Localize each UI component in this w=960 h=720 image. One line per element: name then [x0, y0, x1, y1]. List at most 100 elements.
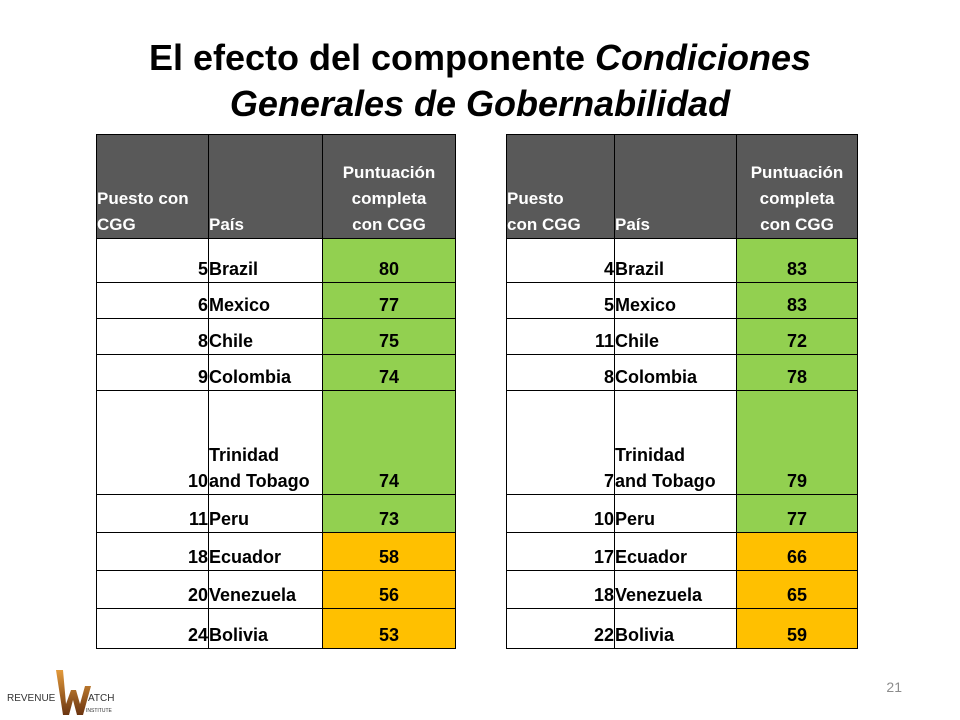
- country-cell-text: Peru: [615, 509, 656, 529]
- score-cell: 74: [322, 354, 456, 391]
- country-cell: Ecuador: [208, 532, 323, 571]
- score-cell: 72: [736, 318, 858, 355]
- rank-cell-text: 10: [593, 509, 614, 529]
- slide-title: El efecto del componente Condiciones Gene…: [0, 35, 960, 127]
- country-cell: Ecuador: [614, 532, 737, 571]
- header-country-text: País: [615, 215, 650, 234]
- header-row: Puesto con CGG País Puntuación completa …: [506, 134, 858, 239]
- score-cell: 77: [322, 282, 456, 319]
- score-cell: 78: [736, 354, 858, 391]
- header-score-text: Puntuación completa con CGG: [750, 163, 844, 234]
- country-cell: Venezuela: [614, 570, 737, 609]
- logo-text-right: ATCH: [88, 693, 114, 704]
- score-cell: 58: [322, 532, 456, 571]
- page-number: 21: [886, 679, 902, 695]
- rank-cell: 8: [506, 354, 615, 391]
- header-rank: Puesto con CGG: [96, 134, 209, 239]
- header-country: País: [208, 134, 323, 239]
- score-cell-text: 65: [786, 585, 808, 605]
- table-row: 22 Bolivia 59: [506, 608, 858, 649]
- table-row: 8 Colombia 78: [506, 354, 858, 391]
- title-italic-line1: Condiciones: [595, 37, 812, 78]
- score-cell-text: 78: [786, 367, 808, 387]
- table-row: 17 Ecuador 66: [506, 532, 858, 571]
- score-cell-text: 53: [378, 625, 400, 645]
- score-cell: 80: [322, 238, 456, 283]
- country-cell-text: Brazil: [615, 259, 665, 279]
- country-cell-text: Peru: [209, 509, 250, 529]
- score-cell: 75: [322, 318, 456, 355]
- country-cell: Bolivia: [614, 608, 737, 649]
- score-cell: 74: [322, 390, 456, 495]
- score-cell: 83: [736, 238, 858, 283]
- rank-cell: 10: [96, 390, 209, 495]
- rank-cell-text: 18: [187, 547, 208, 567]
- logo-w-mark: [56, 670, 91, 715]
- rank-cell-text: 11: [594, 331, 614, 351]
- score-cell-text: 77: [786, 509, 808, 529]
- rank-cell: 5: [96, 238, 209, 283]
- country-cell: Venezuela: [208, 570, 323, 609]
- country-cell: Mexico: [614, 282, 737, 319]
- table-row: 9 Colombia 74: [96, 354, 456, 391]
- table-row: 10 Peru 77: [506, 494, 858, 533]
- header-country-text: País: [209, 215, 244, 234]
- rank-cell-text: 9: [197, 367, 208, 387]
- table-row: 6 Mexico 77: [96, 282, 456, 319]
- table-row: 11 Chile 72: [506, 318, 858, 355]
- header-rank: Puesto con CGG: [506, 134, 615, 239]
- country-cell: Brazil: [614, 238, 737, 283]
- score-cell: 56: [322, 570, 456, 609]
- ranking-table-left: Puesto con CGG País Puntuación completa …: [96, 134, 456, 649]
- table-row: 18 Venezuela 65: [506, 570, 858, 609]
- country-cell: Bolivia: [208, 608, 323, 649]
- rank-cell: 10: [506, 494, 615, 533]
- score-cell-text: 83: [786, 295, 808, 315]
- rank-cell-text: 18: [593, 585, 614, 605]
- score-cell-text: 79: [786, 471, 808, 491]
- rank-cell-text: 17: [593, 547, 614, 567]
- header-score: Puntuación completa con CGG: [736, 134, 858, 239]
- table-row: 10 Trinidad and Tobago 74: [96, 390, 456, 495]
- rank-cell: 8: [96, 318, 209, 355]
- header-rank-text: Puesto con CGG: [97, 189, 189, 234]
- table-row: 5 Mexico 83: [506, 282, 858, 319]
- score-cell-text: 66: [786, 547, 808, 567]
- table-row: 20 Venezuela 56: [96, 570, 456, 609]
- country-cell: Chile: [614, 318, 737, 355]
- country-cell-text: Venezuela: [209, 585, 297, 605]
- rank-cell-text: 8: [603, 367, 614, 387]
- rank-cell-text: 4: [603, 259, 614, 279]
- rank-cell: 18: [506, 570, 615, 609]
- score-cell-text: 77: [378, 295, 400, 315]
- table-row: 5 Brazil 80: [96, 238, 456, 283]
- table-header: Puesto con CGG País Puntuación completa …: [506, 134, 858, 239]
- country-cell: Trinidad and Tobago: [208, 390, 323, 495]
- rank-cell-text: 8: [197, 331, 208, 351]
- table-row: 18 Ecuador 58: [96, 532, 456, 571]
- country-cell: Trinidad and Tobago: [614, 390, 737, 495]
- score-cell-text: 56: [378, 585, 400, 605]
- header-country: País: [614, 134, 737, 239]
- score-cell-text: 75: [378, 331, 400, 351]
- rank-cell: 11: [96, 494, 209, 533]
- score-cell-text: 58: [378, 547, 400, 567]
- country-cell-text: Trinidad and Tobago: [209, 445, 310, 491]
- header-score-text: Puntuación completa con CGG: [342, 163, 436, 234]
- country-cell-text: Chile: [209, 331, 254, 351]
- country-cell: Peru: [614, 494, 737, 533]
- rank-cell: 24: [96, 608, 209, 649]
- country-cell: Chile: [208, 318, 323, 355]
- country-cell: Mexico: [208, 282, 323, 319]
- country-cell-text: Ecuador: [615, 547, 688, 567]
- header-score: Puntuación completa con CGG: [322, 134, 456, 239]
- country-cell-text: Mexico: [615, 295, 677, 315]
- rank-cell-text: 5: [603, 295, 614, 315]
- rank-cell-text: 7: [603, 471, 614, 491]
- country-cell-text: Brazil: [209, 259, 259, 279]
- score-cell: 65: [736, 570, 858, 609]
- score-cell-text: 74: [378, 367, 400, 387]
- country-cell-text: Bolivia: [209, 625, 269, 645]
- rank-cell: 5: [506, 282, 615, 319]
- rank-cell-text: 11: [188, 509, 208, 529]
